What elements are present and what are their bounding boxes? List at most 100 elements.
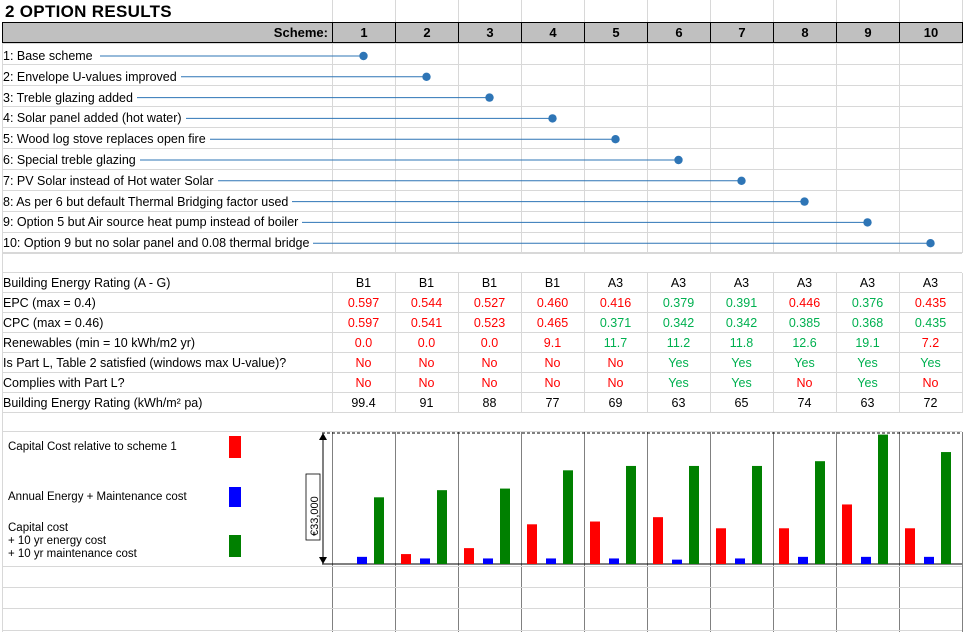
bar-annual-7 (735, 558, 745, 564)
option-marker-dot (485, 93, 494, 102)
metric-value: A3 (796, 276, 813, 290)
option-marker-dot (548, 114, 557, 123)
metric-value: 0.376 (851, 296, 884, 310)
scheme-header-10: 10 (899, 22, 963, 43)
grid-hline-option (2, 127, 962, 128)
grid-hline (2, 587, 962, 588)
metric-value: A3 (859, 276, 876, 290)
metric-value: 12.6 (792, 336, 817, 350)
option-label-8: 8: As per 6 but default Thermal Bridging… (3, 193, 293, 210)
metric-value: 91 (419, 396, 434, 410)
grid-vline-metrics (647, 273, 648, 413)
grid-hline-option (2, 85, 962, 86)
bar-total-6 (689, 465, 699, 564)
option-label-4: 4: Solar panel added (hot water) (3, 110, 186, 127)
option-label-10: 10: Option 9 but no solar panel and 0.08… (3, 235, 314, 252)
legend-capital-label: Capital Cost relative to scheme 1 (8, 441, 177, 453)
metric-value: A3 (670, 276, 687, 290)
metric-value: 65 (734, 396, 749, 410)
metric-value: No (607, 376, 624, 390)
grid-vline-metrics (521, 273, 522, 413)
bar-annual-10 (924, 556, 934, 564)
metric-value: 74 (797, 396, 812, 410)
grid-vline-chart (647, 432, 648, 632)
metric-value: 0.385 (788, 316, 821, 330)
bar-capital-2 (401, 554, 411, 564)
metric-value: Yes (920, 356, 941, 370)
metric-value: 0.465 (536, 316, 569, 330)
metric-value: 0.597 (347, 316, 380, 330)
grid-vline-top (395, 0, 396, 22)
bar-total-8 (815, 461, 825, 564)
scheme-header-1: 1 (332, 22, 396, 43)
metric-value: A3 (607, 276, 624, 290)
grid-vline-chart (521, 432, 522, 632)
grid-vline-top (584, 0, 585, 22)
metric-value: 9.1 (543, 336, 562, 350)
metric-label-6: Complies with Part L? (3, 376, 125, 390)
metric-value: Yes (668, 356, 689, 370)
metric-value: B1 (481, 276, 498, 290)
grid-vline-metrics (710, 273, 711, 413)
option-label-1: 1: Base scheme (3, 48, 97, 64)
metric-value: 0.523 (473, 316, 506, 330)
bar-total-1 (374, 497, 384, 564)
option-label-6: 6: Special treble glazing (3, 152, 140, 168)
grid-hline-metric (2, 412, 962, 413)
metric-value: B1 (544, 276, 561, 290)
metric-value: No (481, 356, 498, 370)
metric-value: 0.368 (851, 316, 884, 330)
metric-label-2: EPC (max = 0.4) (3, 296, 96, 310)
grid-hline-option (2, 148, 962, 149)
option-marker-dot (359, 51, 368, 61)
scheme-header-label: Scheme: (2, 22, 332, 43)
metric-value: No (418, 356, 435, 370)
grid-hline-option (2, 64, 962, 65)
option-label-3: 3: Treble glazing added (3, 89, 137, 106)
bar-capital-4 (527, 524, 537, 564)
grid-vline-metrics (332, 273, 333, 413)
bar-total-2 (437, 490, 447, 564)
metric-value: No (355, 376, 372, 390)
bar-capital-10 (905, 528, 915, 564)
legend-annual-label: Annual Energy + Maintenance cost (8, 491, 187, 503)
metric-value: 0.0 (480, 336, 499, 350)
metric-value: 19.1 (855, 336, 880, 350)
option-marker-dot (800, 197, 809, 206)
option-marker-dot (422, 72, 431, 82)
grid-vline-top (773, 0, 774, 22)
option-label-9: 9: Option 5 but Air source heat pump ins… (3, 214, 303, 231)
grid-hline-option (2, 253, 962, 254)
grid-vline-metrics (395, 273, 396, 413)
bar-total-3 (500, 488, 510, 564)
grid-vline-top (836, 0, 837, 22)
metric-value: No (418, 376, 435, 390)
metric-value: 0.342 (662, 316, 695, 330)
metric-value: No (922, 376, 939, 390)
bar-annual-2 (420, 558, 430, 564)
bar-annual-3 (483, 558, 493, 564)
grid-hline-option (2, 43, 962, 44)
bar-annual-9 (861, 556, 871, 564)
bar-total-4 (563, 470, 573, 564)
metric-value: 77 (545, 396, 560, 410)
chart-arrow-head-top (319, 433, 327, 440)
metric-label-1: Building Energy Rating (A - G) (3, 276, 171, 290)
grid-vline-chart (836, 432, 837, 632)
bar-capital-3 (464, 548, 474, 564)
bar-total-9 (878, 434, 888, 564)
metric-value: 0.541 (410, 316, 443, 330)
metric-value: 0.379 (662, 296, 695, 310)
option-marker-dot (674, 155, 683, 165)
metric-value: 0.435 (914, 296, 947, 310)
metric-value: 0.416 (599, 296, 632, 310)
grid-hline-metric (2, 372, 962, 373)
metric-value: Yes (668, 376, 689, 390)
grid-hline (2, 252, 962, 253)
metric-value: 72 (923, 396, 938, 410)
metric-label-3: CPC (max = 0.46) (3, 316, 104, 330)
metric-value: B1 (355, 276, 372, 290)
metric-value: 0.0 (354, 336, 373, 350)
metric-value: 63 (671, 396, 686, 410)
metric-value: No (355, 356, 372, 370)
